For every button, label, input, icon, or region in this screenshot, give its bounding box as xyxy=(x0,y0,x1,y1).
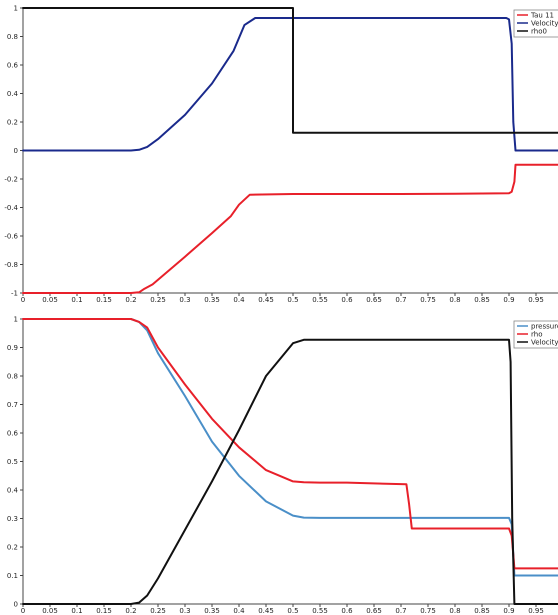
x-tick-label: 0.45 xyxy=(258,607,274,615)
x-tick-label: 0.15 xyxy=(96,296,112,304)
x-tick-label: 0.3 xyxy=(179,296,190,304)
x-tick-label: 0.1 xyxy=(71,296,82,304)
x-tick-label: 0.65 xyxy=(366,296,382,304)
series-line-pressure xyxy=(22,318,558,577)
x-tick-label: 0.05 xyxy=(42,607,58,615)
y-tick-label: 0.8 xyxy=(7,373,18,381)
legend-label: Tau 11 xyxy=(530,12,554,20)
x-tick-label: 0.7 xyxy=(395,296,406,304)
series-line-velocity-u xyxy=(22,17,558,152)
legend-label: pressure xyxy=(531,323,558,331)
legend-label: Velocity xyxy=(531,339,558,347)
y-tick-label: 1 xyxy=(14,316,18,324)
x-tick-label: 0.6 xyxy=(341,296,353,304)
x-tick-label: 0 xyxy=(21,296,25,304)
y-tick-label: -0.6 xyxy=(4,233,18,241)
y-tick-label: 0.4 xyxy=(7,90,19,98)
x-tick-label: 0.55 xyxy=(312,607,328,615)
x-tick-label: 0.95 xyxy=(528,296,544,304)
x-tick-label: 0.8 xyxy=(449,296,460,304)
bottom-plot: 1 0.9 0.8 0.7 0.6 0.5 0.4 0.3 0.2 0.1 00 0.05 0.1 0.1… xyxy=(7,316,558,615)
x-tick-label: 0.75 xyxy=(420,607,436,615)
x-tick-label: 0.55 xyxy=(312,296,328,304)
y-tick-label: 0.8 xyxy=(7,33,18,41)
x-tick-label: 0.5 xyxy=(287,296,298,304)
x-tick-label: 0.45 xyxy=(258,296,274,304)
x-tick-label: 0.6 xyxy=(341,607,353,615)
y-tick-label: 0.6 xyxy=(7,430,19,438)
x-tick-label: 0.05 xyxy=(42,296,58,304)
legend-label: rho0 xyxy=(531,28,547,36)
x-tick-label: 0.8 xyxy=(449,607,460,615)
y-tick-label: 0.4 xyxy=(7,487,19,495)
y-tick-label: -1 xyxy=(11,290,18,298)
x-tick-label: 0.75 xyxy=(420,296,436,304)
x-tick-label: 0.2 xyxy=(125,296,136,304)
y-tick-label: 0 xyxy=(14,601,18,609)
x-tick-label: 0.4 xyxy=(233,607,245,615)
x-tick-label: 0.3 xyxy=(179,607,190,615)
x-tick-label: 0.1 xyxy=(71,607,82,615)
legend-label: Velocity u xyxy=(531,20,558,28)
series-line-rho0 xyxy=(22,7,558,134)
x-tick-label: 0.35 xyxy=(204,607,220,615)
top-plot: 10.80.60.40.20-0.2-0.4-0.6-0.8-10 0.05 0.1… xyxy=(4,5,558,304)
y-tick-label: 0.2 xyxy=(7,544,18,552)
series-line-tau-11 xyxy=(22,163,558,294)
x-tick-label: 0.95 xyxy=(528,607,544,615)
x-tick-label: 0.35 xyxy=(204,296,220,304)
x-tick-label: 0.9 xyxy=(503,296,514,304)
x-tick-label: 0.65 xyxy=(366,607,382,615)
y-tick-label: 0.2 xyxy=(7,119,18,127)
x-tick-label: 0.85 xyxy=(474,296,490,304)
x-tick-label: 0.85 xyxy=(474,607,490,615)
y-tick-label: 0.1 xyxy=(7,572,18,580)
x-tick-label: 0.7 xyxy=(395,607,406,615)
y-tick-label: -0.8 xyxy=(4,261,18,269)
x-tick-label: 0.5 xyxy=(287,607,298,615)
x-tick-label: 0.25 xyxy=(150,607,166,615)
x-tick-label: 0.15 xyxy=(96,607,112,615)
y-tick-label: 1 xyxy=(14,5,18,13)
x-tick-label: 0.4 xyxy=(233,296,245,304)
y-tick-label: -0.4 xyxy=(4,204,18,212)
y-tick-label: 0.3 xyxy=(7,515,18,523)
y-tick-label: 0 xyxy=(14,147,18,155)
y-tick-label: 0.7 xyxy=(7,401,18,409)
x-tick-label: 0 xyxy=(21,607,25,615)
x-tick-label: 0.2 xyxy=(125,607,136,615)
y-tick-label: 0.9 xyxy=(7,344,18,352)
x-tick-label: 0.9 xyxy=(503,607,514,615)
y-tick-label: 0.5 xyxy=(7,458,18,466)
y-tick-label: 0.6 xyxy=(7,62,19,70)
series-line-velocity xyxy=(22,338,558,605)
series-line-rho xyxy=(22,318,558,570)
y-tick-label: -0.2 xyxy=(4,176,18,184)
x-tick-label: 0.25 xyxy=(150,296,166,304)
legend-label: rho xyxy=(531,331,542,339)
